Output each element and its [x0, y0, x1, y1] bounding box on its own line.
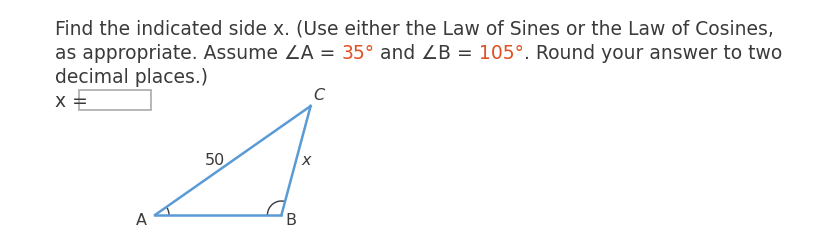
Text: as appropriate. Assume ∠A =: as appropriate. Assume ∠A = [55, 44, 342, 63]
Text: x: x [301, 153, 311, 168]
Text: 105°: 105° [479, 44, 524, 63]
Text: decimal places.): decimal places.) [55, 68, 208, 87]
Text: . Round your answer to two: . Round your answer to two [524, 44, 782, 63]
Text: B: B [285, 213, 296, 228]
FancyBboxPatch shape [79, 90, 151, 110]
Text: 35°: 35° [342, 44, 375, 63]
Text: Find the indicated side x. (Use either the Law of Sines or the Law of Cosines,: Find the indicated side x. (Use either t… [55, 20, 774, 39]
Text: A: A [136, 213, 147, 228]
Text: C: C [313, 88, 325, 103]
Text: and ∠B =: and ∠B = [375, 44, 479, 63]
Text: 50: 50 [205, 153, 225, 168]
Text: x =: x = [55, 92, 88, 111]
